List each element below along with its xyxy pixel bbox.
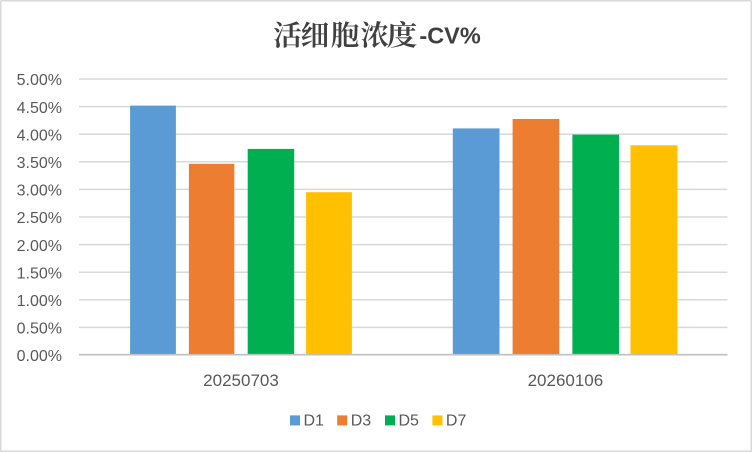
svg-text:4.50%: 4.50% [17,100,62,117]
svg-text:4.00%: 4.00% [17,127,62,144]
svg-text:3.00%: 3.00% [17,183,62,200]
svg-text:D5: D5 [399,412,420,429]
svg-text:D3: D3 [351,412,372,429]
svg-text:2.50%: 2.50% [17,210,62,227]
svg-text:20250703: 20250703 [203,371,279,390]
svg-text:20260106: 20260106 [528,371,604,390]
svg-text:D1: D1 [304,412,325,429]
svg-text:3.50%: 3.50% [17,155,62,172]
svg-text:5.00%: 5.00% [17,72,62,89]
svg-text:0.00%: 0.00% [17,348,62,365]
svg-text:-CV%: -CV% [419,23,480,49]
svg-text:2.00%: 2.00% [17,238,62,255]
svg-text:1.50%: 1.50% [17,265,62,282]
svg-text:0.50%: 0.50% [17,321,62,338]
svg-text:D7: D7 [446,412,467,429]
svg-text:1.00%: 1.00% [17,293,62,310]
